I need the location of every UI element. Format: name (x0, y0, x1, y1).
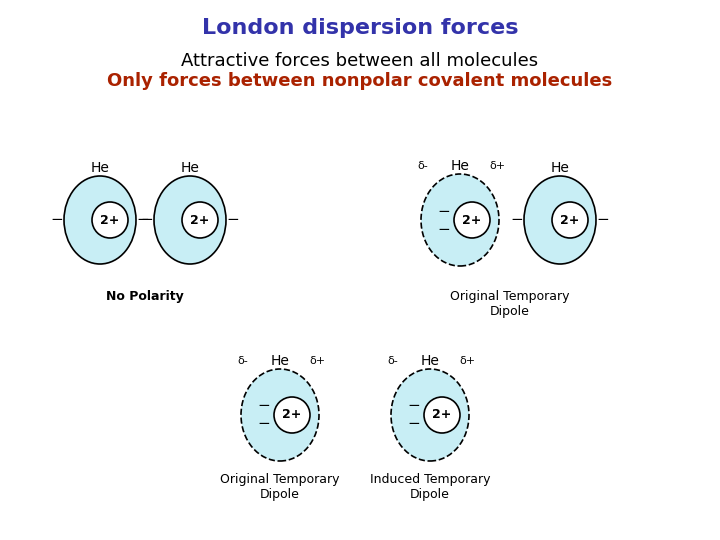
Ellipse shape (241, 369, 319, 461)
Circle shape (552, 202, 588, 238)
Text: Attractive forces between all molecules: Attractive forces between all molecules (181, 52, 539, 70)
Circle shape (424, 397, 460, 433)
Text: No Polarity: No Polarity (106, 290, 184, 303)
Text: He: He (181, 161, 199, 175)
Text: Original Temporary
Dipole: Original Temporary Dipole (450, 290, 570, 318)
Text: −: − (408, 416, 420, 431)
Text: δ-: δ- (238, 356, 248, 366)
Text: −: − (50, 213, 63, 227)
Text: He: He (451, 159, 469, 173)
Text: δ-: δ- (387, 356, 398, 366)
Text: He: He (420, 354, 439, 368)
Text: δ-: δ- (418, 161, 428, 171)
Text: δ+: δ+ (459, 356, 475, 366)
Text: 2+: 2+ (432, 408, 451, 422)
Text: London dispersion forces: London dispersion forces (202, 18, 518, 38)
Text: −: − (438, 204, 451, 219)
Text: 2+: 2+ (282, 408, 302, 422)
Text: 2+: 2+ (190, 213, 210, 226)
Ellipse shape (64, 176, 136, 264)
Text: 2+: 2+ (560, 213, 580, 226)
Text: δ+: δ+ (309, 356, 325, 366)
Text: Induced Temporary
Dipole: Induced Temporary Dipole (370, 473, 490, 501)
Text: He: He (271, 354, 289, 368)
Text: 2+: 2+ (462, 213, 482, 226)
Text: δ+: δ+ (489, 161, 505, 171)
Ellipse shape (391, 369, 469, 461)
Text: −: − (438, 221, 451, 237)
Text: 2+: 2+ (100, 213, 120, 226)
Text: He: He (91, 161, 109, 175)
Circle shape (274, 397, 310, 433)
Text: −: − (227, 213, 239, 227)
Text: −: − (258, 416, 271, 431)
Text: Original Temporary
Dipole: Original Temporary Dipole (220, 473, 340, 501)
Text: −: − (408, 399, 420, 414)
Text: He: He (551, 161, 570, 175)
Text: −: − (510, 213, 523, 227)
Ellipse shape (524, 176, 596, 264)
Text: −: − (137, 213, 149, 227)
Ellipse shape (154, 176, 226, 264)
Text: Only forces between nonpolar covalent molecules: Only forces between nonpolar covalent mo… (107, 72, 613, 90)
Circle shape (182, 202, 218, 238)
Text: −: − (140, 213, 153, 227)
Text: −: − (258, 399, 271, 414)
Circle shape (92, 202, 128, 238)
Circle shape (454, 202, 490, 238)
Ellipse shape (421, 174, 499, 266)
Text: −: − (597, 213, 609, 227)
